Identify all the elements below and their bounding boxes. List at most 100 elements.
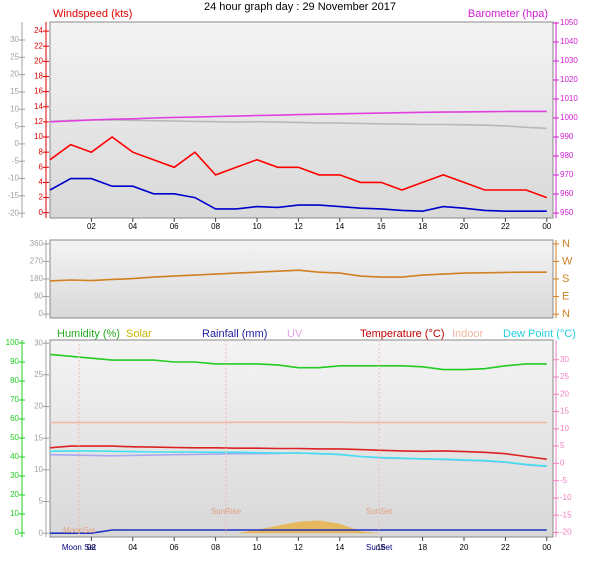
y-tick-label: 30	[10, 471, 19, 480]
y-tick-label: 180	[30, 274, 44, 283]
y-tick-label: 5	[560, 441, 565, 450]
y-tick-label: 1030	[560, 56, 578, 65]
y-tick-label: 20	[560, 389, 569, 398]
x-tick-label: 02	[87, 222, 96, 231]
x-tick-label: 08	[211, 222, 220, 231]
y-tick-label: E	[562, 290, 569, 302]
y-tick-label: 10	[10, 104, 19, 113]
y-tick-label: -20	[560, 528, 572, 537]
y-tick-label: -10	[7, 174, 19, 183]
series-line	[49, 445, 547, 460]
x-tick-label: 22	[501, 543, 510, 552]
x-tick-label: 10	[253, 543, 262, 552]
y-tick-label: 30	[560, 355, 569, 364]
y-tick-label: 15	[10, 87, 19, 96]
x-tick-label: 20	[460, 543, 469, 552]
legend-label: Barometer (hpa)	[468, 8, 548, 20]
y-tick-label: 950	[560, 208, 574, 217]
y-tick-label: 0	[39, 208, 44, 217]
y-tick-label: 25	[560, 372, 569, 381]
y-tick-label: 10	[34, 465, 43, 474]
y-tick-label: 20	[10, 70, 19, 79]
x-tick-label: 10	[253, 222, 262, 231]
annotation: MoonSet	[63, 526, 96, 535]
y-tick-label: 10	[34, 132, 43, 141]
y-tick-label: 1020	[560, 75, 578, 84]
plot-area	[49, 339, 554, 538]
y-tick-label: 20	[34, 402, 43, 411]
y-tick-label: 8	[39, 147, 44, 156]
x-tick-label: 06	[170, 222, 179, 231]
series-line	[49, 110, 547, 123]
y-tick-label: -15	[560, 510, 572, 519]
legend-label: Indoor	[452, 328, 484, 340]
y-tick-label: 25	[10, 52, 19, 61]
y-tick-label: 14	[34, 102, 43, 111]
x-tick-label: 20	[460, 222, 469, 231]
x-tick-label: 06	[170, 543, 179, 552]
y-tick-label: 15	[560, 407, 569, 416]
y-tick-label: 22	[34, 41, 43, 50]
legend-label: Windspeed (kts)	[53, 8, 132, 20]
y-tick-label: -20	[7, 208, 19, 217]
y-tick-label: 960	[560, 189, 574, 198]
series-line	[49, 269, 547, 282]
legend-label: Dew Point (°C)	[503, 328, 576, 340]
y-tick-label: -10	[560, 493, 572, 502]
y-tick-label: 1000	[560, 113, 578, 122]
x-tick-label: 12	[294, 543, 303, 552]
y-tick-label: 5	[39, 497, 44, 506]
y-tick-label: 60	[10, 414, 19, 423]
chart-title: 24 hour graph day : 29 November 2017	[204, 1, 396, 13]
area	[50, 520, 547, 534]
y-tick-label: 50	[10, 433, 19, 442]
y-tick-label: -5	[12, 156, 20, 165]
x-tick-label: 18	[418, 543, 427, 552]
series-line	[49, 353, 547, 371]
y-tick-label: 16	[34, 87, 43, 96]
y-tick-label: -5	[560, 476, 568, 485]
y-tick-label: 70	[10, 395, 19, 404]
y-tick-label: 24	[34, 26, 43, 35]
legend-label: Rainfall (mm)	[202, 328, 267, 340]
x-tick-label: 00	[542, 222, 551, 231]
x-tick-label: 12	[294, 222, 303, 231]
series-line	[49, 136, 548, 199]
x-tick-label: 00	[542, 543, 551, 552]
y-tick-label: 40	[10, 452, 19, 461]
y-tick-label: 18	[34, 72, 43, 81]
y-tick-label: 90	[10, 357, 19, 366]
legend-label: Temperature (°C)	[360, 328, 444, 340]
y-tick-label: 12	[34, 117, 43, 126]
y-tick-label: W	[562, 255, 573, 267]
y-tick-label: 0	[39, 528, 44, 537]
y-tick-label: 20	[34, 56, 43, 65]
y-tick-label: 1050	[560, 18, 578, 27]
y-tick-label: 1010	[560, 94, 578, 103]
y-tick-label: 90	[34, 292, 43, 301]
y-tick-label: 270	[30, 257, 44, 266]
annotation: SunRise	[211, 507, 242, 516]
legend-label: UV	[287, 328, 303, 340]
y-tick-label: N	[562, 238, 570, 250]
x-tick-label: 08	[211, 543, 220, 552]
y-tick-label: 15	[34, 433, 43, 442]
y-tick-label: S	[562, 273, 569, 285]
y-tick-label: 1040	[560, 37, 578, 46]
y-tick-label: 360	[30, 239, 44, 248]
y-tick-label: 30	[10, 35, 19, 44]
legend-label: Humidity (%)	[57, 328, 120, 340]
y-tick-label: 0	[15, 139, 20, 148]
y-tick-label: 6	[39, 162, 44, 171]
series-line	[49, 177, 547, 213]
series-line	[49, 119, 547, 130]
series-line	[49, 450, 547, 467]
x-tick-label: 04	[128, 222, 137, 231]
y-tick-label: 2	[39, 193, 44, 202]
y-tick-label: 970	[560, 170, 574, 179]
x-marker-label: SunSet	[366, 543, 393, 552]
y-tick-label: 10	[560, 424, 569, 433]
x-tick-label: 16	[377, 222, 386, 231]
y-tick-label: 980	[560, 151, 574, 160]
